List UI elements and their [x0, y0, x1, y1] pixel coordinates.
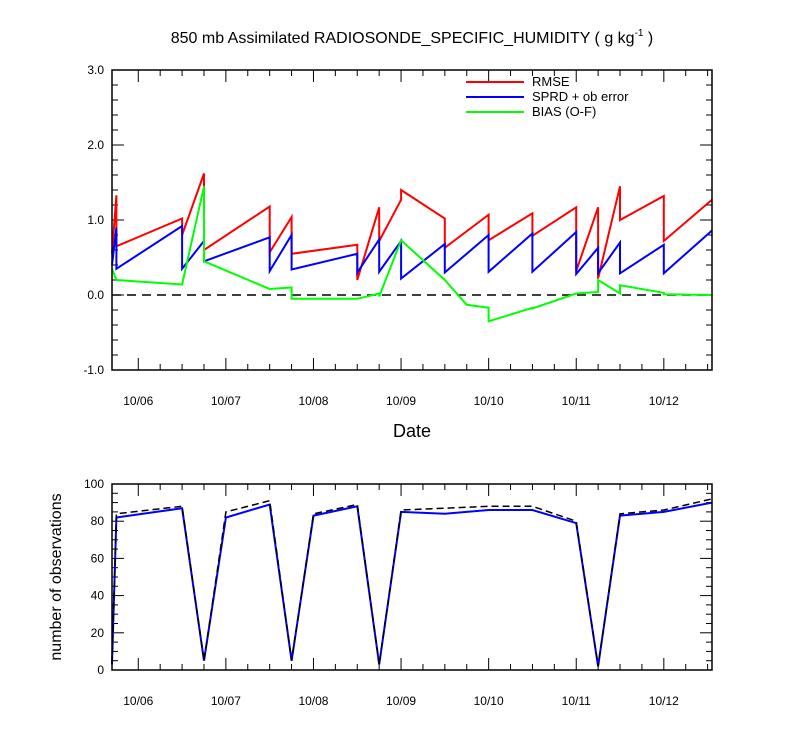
x-axis-title: Date [393, 421, 431, 441]
top-y-tick-labels: -1.0 0.0 1.0 2.0 3.0 [83, 63, 104, 377]
x-tick-label: 10/07 [211, 394, 241, 408]
top-series [111, 173, 713, 323]
y-tick-label: 2.0 [87, 138, 104, 152]
rmse-line [111, 173, 713, 281]
top-frame [111, 69, 713, 371]
y-tick-label: 1.0 [87, 213, 104, 227]
legend-label: BIAS (O-F) [532, 104, 596, 119]
x-tick-label: 10/12 [649, 694, 679, 708]
x-tick-label: 10/12 [649, 394, 679, 408]
x-tick-label: 10/08 [298, 694, 328, 708]
bottom-frame [111, 483, 713, 671]
legend-label: RMSE [532, 74, 570, 89]
y-tick-label: 0.0 [87, 288, 104, 302]
legend-label: SPRD + ob error [532, 89, 629, 104]
x-tick-label: 10/10 [474, 394, 504, 408]
x-tick-label: 10/06 [123, 694, 153, 708]
top-x-tick-labels: 10/06 10/07 10/08 10/09 10/10 10/11 10/12 [123, 394, 679, 408]
y-tick-label: 80 [91, 514, 105, 528]
bias-o-f-line [111, 186, 713, 323]
y-tick-label: 20 [91, 626, 105, 640]
y-tick-label: 100 [84, 477, 104, 491]
x-tick-label: 10/11 [562, 394, 591, 408]
sprd-ob-error-line [111, 224, 713, 281]
y-tick-label: 0 [97, 663, 104, 677]
y-tick-label: 60 [91, 551, 105, 565]
x-tick-label: 10/06 [123, 394, 153, 408]
x-tick-label: 10/08 [298, 394, 328, 408]
y-tick-label: 40 [91, 589, 105, 603]
y-tick-label: 3.0 [87, 63, 104, 77]
top-panel: -1.00.01.02.03.0 10/06 10/07 10/08 10/09 10/… [83, 63, 713, 408]
bottom-y-tick-labels: 0 20 40 60 80 100 [84, 477, 104, 677]
chart-title: 850 mb Assimilated RADIOSONDE_SPECIFIC_H… [171, 28, 654, 47]
x-tick-label: 10/09 [386, 394, 416, 408]
bottom-x-tick-labels: 10/06 10/07 10/08 10/09 10/10 10/11 10/12 [123, 694, 679, 708]
x-tick-label: 10/07 [211, 694, 241, 708]
x-tick-label: 10/10 [474, 694, 504, 708]
observations-dashed-line [111, 498, 713, 667]
x-tick-label: 10/11 [562, 694, 591, 708]
y-axis-title: number of observations [48, 493, 65, 660]
x-tick-label: 10/09 [386, 694, 416, 708]
y-tick-label: -1.0 [83, 363, 104, 377]
bottom-series [111, 498, 713, 667]
